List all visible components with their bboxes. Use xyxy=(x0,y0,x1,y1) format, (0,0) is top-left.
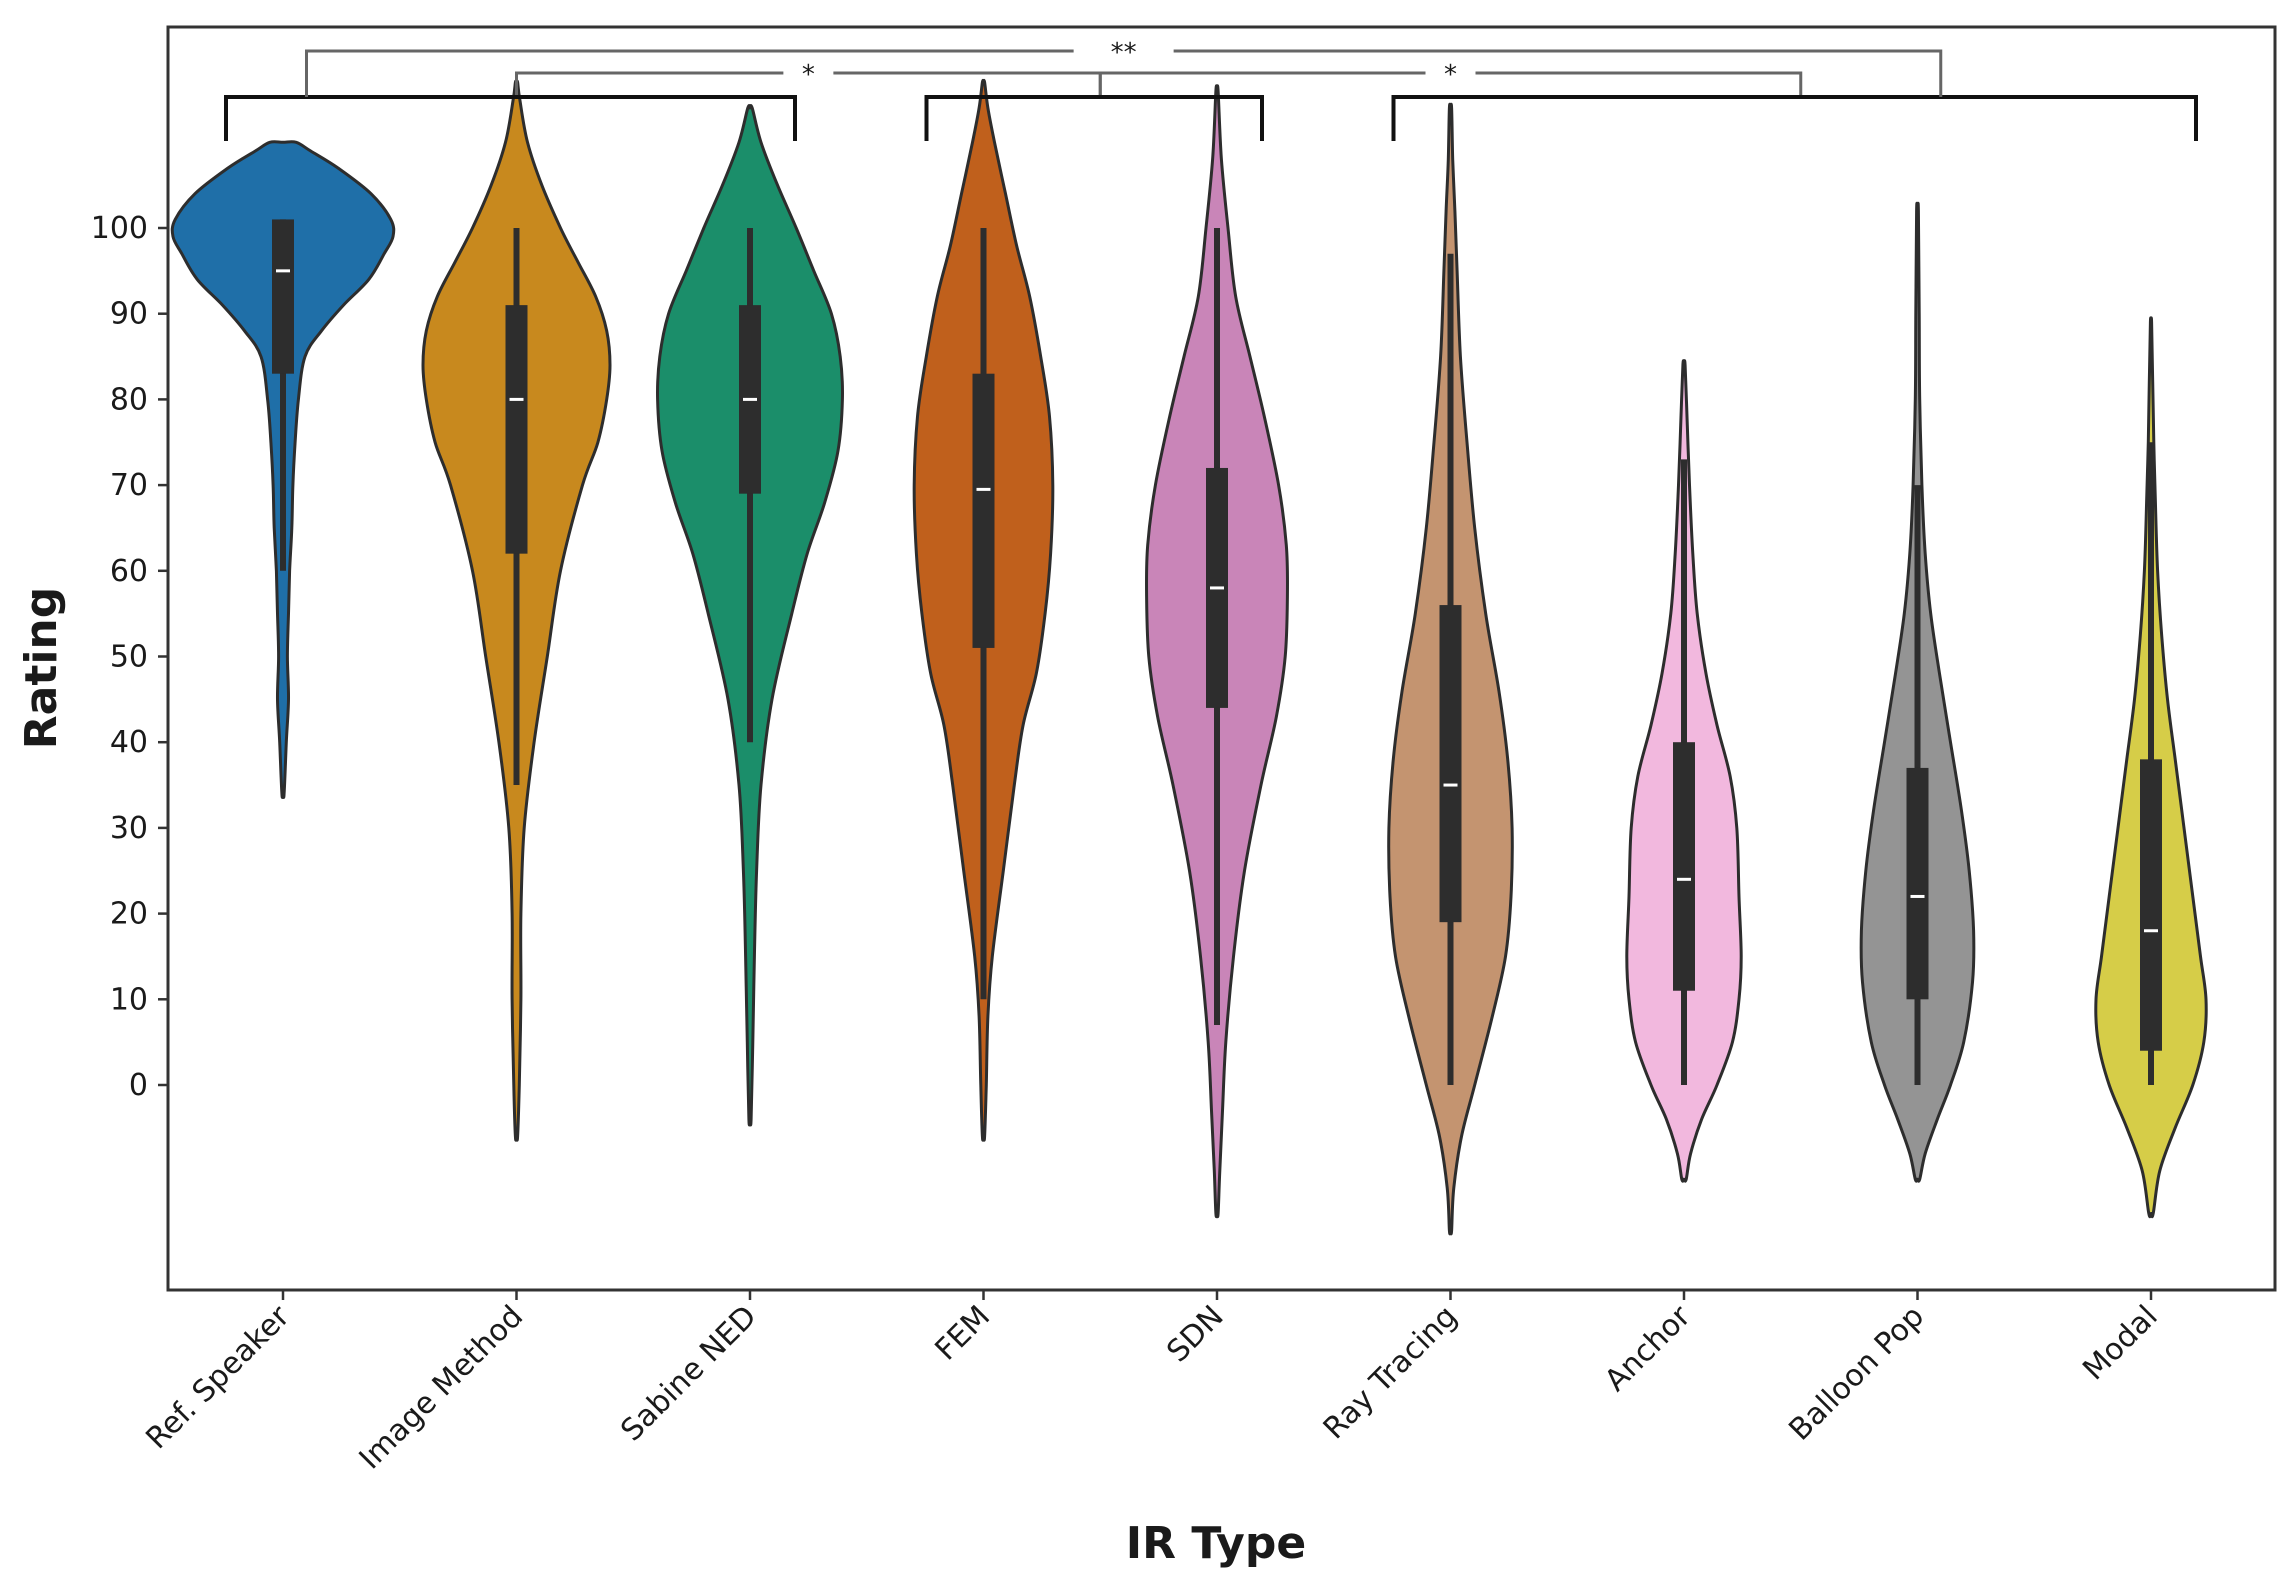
y-axis-title: Rating xyxy=(16,587,67,750)
plot-frame xyxy=(166,25,2277,1292)
y-tick-label-60: 60 xyxy=(110,554,148,589)
iqr-box-modal xyxy=(2140,759,2162,1051)
significance-label-3: * xyxy=(802,60,815,90)
significance-brackets: * *** xyxy=(224,38,2198,141)
y-axis: 0 10 20 30 40 50 60 70 80 90 100 xyxy=(91,211,168,1103)
iqr-box-anchor xyxy=(1673,742,1695,991)
iqr-box-ray-tracing xyxy=(1439,605,1462,923)
bracket-group-2 xyxy=(1391,95,2198,141)
bracket-comparison-4 xyxy=(1098,71,1803,95)
iqr-box-balloon-pop xyxy=(1906,767,1929,1000)
y-tick-label-40: 40 xyxy=(110,725,148,760)
violins-layer xyxy=(170,78,2208,1236)
y-tick-label-90: 90 xyxy=(110,297,148,332)
bracket-group-0 xyxy=(224,95,797,141)
iqr-box-fem xyxy=(972,373,995,648)
y-tick-label-20: 20 xyxy=(110,897,148,932)
x-axis-title: IR Type xyxy=(1126,1518,1306,1569)
y-tick-label-0: 0 xyxy=(129,1068,148,1103)
significance-label-4: * xyxy=(1444,60,1457,90)
y-tick-label-30: 30 xyxy=(110,811,148,846)
y-tick-label-50: 50 xyxy=(110,640,148,675)
y-tick-label-80: 80 xyxy=(110,382,148,417)
y-tick-label-100: 100 xyxy=(91,211,148,246)
y-tick-label-10: 10 xyxy=(110,982,148,1017)
y-tick-label-70: 70 xyxy=(110,468,148,503)
iqr-box-image-method xyxy=(505,305,528,554)
significance-label-5: ** xyxy=(1111,38,1137,68)
iqr-box-ref-speaker xyxy=(272,219,294,374)
bracket-group-1 xyxy=(924,95,1264,141)
bracket-comparison-5 xyxy=(305,49,1943,97)
